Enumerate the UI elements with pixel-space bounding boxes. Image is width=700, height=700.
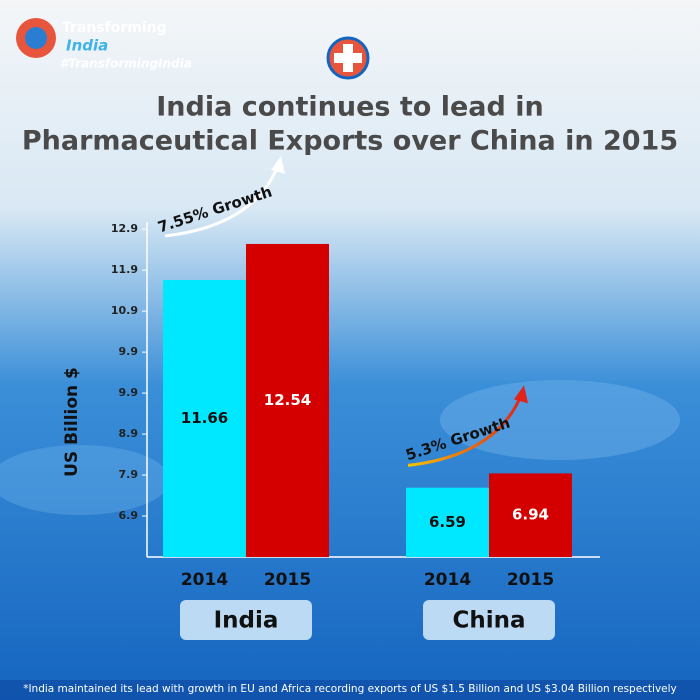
title-line: India continues to lead in <box>156 92 543 123</box>
x-tick-label: 2014 <box>424 570 471 590</box>
value-label: 6.94 <box>512 506 549 524</box>
x-tick-label: 2015 <box>507 570 554 590</box>
bar <box>489 473 572 557</box>
footer-band <box>0 680 700 700</box>
growth-arrow <box>164 165 280 238</box>
title-line: Pharmaceutical Exports over China in 201… <box>22 126 678 157</box>
y-tick-label: 12.9 <box>111 222 138 235</box>
x-tick-label: 2015 <box>264 570 311 590</box>
y-tick-label: 8.9 <box>119 427 139 440</box>
y-tick-label: 9.9 <box>119 345 139 358</box>
bar <box>246 243 329 557</box>
logo-name: Transforming <box>62 20 167 36</box>
bar <box>406 487 489 557</box>
logo-icon <box>25 27 47 49</box>
logo-sub: India <box>66 37 108 55</box>
growth-arrow <box>407 394 523 467</box>
value-label: 11.66 <box>181 409 228 427</box>
y-tick-label: 11.9 <box>111 263 138 276</box>
group-box <box>180 600 312 640</box>
y-axis-label: US Billion $ <box>62 367 82 477</box>
group-label: China <box>452 608 525 634</box>
x-tick-label: 2014 <box>181 570 228 590</box>
y-tick-label: 7.9 <box>119 468 139 481</box>
pill-decor <box>0 445 170 515</box>
group-label: India <box>214 608 279 634</box>
y-tick-label: 10.9 <box>111 304 138 317</box>
value-label: 6.59 <box>429 513 466 531</box>
arrow-head <box>271 155 285 174</box>
y-tick-label: 9.9 <box>119 386 139 399</box>
bar <box>163 280 246 557</box>
logo-hashtag: #TransformingIndia <box>60 57 192 71</box>
y-tick-label: 6.9 <box>119 509 139 522</box>
pill-decor <box>440 380 680 460</box>
cross-icon <box>334 53 362 63</box>
group-box <box>423 600 555 640</box>
footnote: *India maintained its lead with growth i… <box>23 683 677 695</box>
arrow-head <box>514 385 528 404</box>
value-label: 12.54 <box>264 391 311 409</box>
